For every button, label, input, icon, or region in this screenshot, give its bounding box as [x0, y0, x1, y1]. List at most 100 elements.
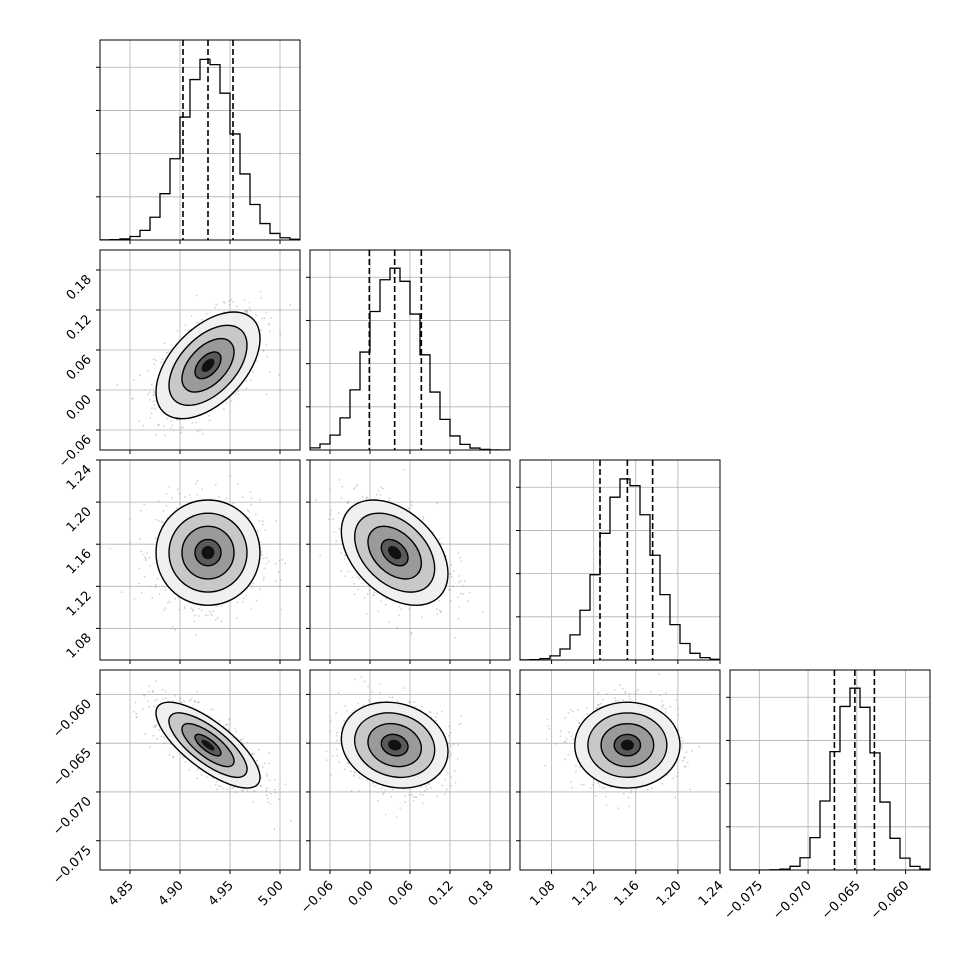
scatter-point	[266, 355, 269, 358]
scatter-point	[377, 799, 379, 802]
scatter-point	[156, 577, 159, 580]
scatter-point	[261, 766, 264, 768]
panel-2-2	[516, 459, 721, 664]
scatter-point	[452, 743, 455, 746]
scatter-point	[436, 712, 439, 715]
scatter-point	[163, 425, 165, 427]
scatter-point	[337, 692, 340, 694]
scatter-point	[261, 554, 264, 556]
panel-3-2: 1.08 1.12 1.16 1.20 1.24	[516, 669, 727, 909]
scatter-point	[547, 725, 550, 728]
scatter-point	[597, 704, 599, 706]
scatter-point	[617, 699, 620, 702]
scatter-point	[419, 786, 422, 788]
scatter-point	[457, 744, 460, 746]
scatter-point	[358, 577, 361, 580]
scatter-point	[221, 787, 224, 790]
scatter-point	[148, 690, 151, 693]
y-tick-label: −0.06	[56, 432, 95, 471]
scatter-point	[388, 499, 390, 502]
scatter-point	[146, 393, 149, 396]
scatter-point	[563, 741, 566, 743]
y-tick-label: −0.065	[50, 745, 95, 790]
scatter-point	[440, 542, 443, 545]
scatter-point	[148, 556, 151, 559]
scatter-point	[174, 695, 177, 697]
y-tick-label: 1.20	[64, 504, 95, 535]
scatter-point	[373, 785, 376, 787]
scatter-point	[481, 610, 484, 613]
scatter-point	[289, 304, 291, 306]
histogram-step	[310, 267, 510, 450]
scatter-point	[196, 493, 199, 496]
scatter-point	[259, 498, 261, 501]
contour-line	[353, 512, 436, 593]
scatter-point	[344, 575, 347, 577]
scatter-point	[381, 787, 384, 789]
scatter-point	[235, 730, 238, 733]
scatter-point	[258, 766, 260, 768]
scatter-point	[358, 776, 361, 779]
scatter-point	[249, 309, 252, 312]
scatter-point	[133, 379, 135, 381]
scatter-point	[459, 556, 462, 559]
scatter-point	[243, 597, 245, 600]
scatter-point	[229, 475, 232, 477]
scatter-point	[140, 550, 143, 553]
scatter-point	[243, 309, 246, 312]
scatter-point	[151, 407, 153, 409]
axes-frame	[99, 669, 301, 871]
scatter-point	[449, 572, 451, 575]
scatter-point	[152, 400, 155, 403]
scatter-point	[178, 492, 181, 495]
scatter-point	[462, 585, 465, 587]
scatter-point	[421, 802, 424, 805]
scatter-point	[605, 804, 608, 806]
scatter-point	[135, 713, 138, 715]
scatter-point	[346, 501, 349, 503]
scatter-point	[206, 776, 208, 779]
scatter-point	[591, 783, 594, 786]
scatter-point	[373, 591, 376, 594]
scatter-point	[160, 361, 163, 363]
scatter-point	[449, 589, 451, 591]
scatter-point	[191, 421, 194, 424]
scatter-point	[132, 710, 135, 713]
scatter-point	[252, 801, 255, 803]
scatter-point	[157, 519, 160, 522]
scatter-point	[240, 739, 242, 741]
scatter-point	[246, 790, 249, 792]
x-tick-label: 0.18	[466, 878, 497, 909]
scatter-point	[245, 594, 248, 597]
scatter-point	[211, 708, 214, 711]
scatter-point	[304, 465, 306, 467]
scatter-point	[458, 606, 461, 608]
scatter-point	[245, 310, 247, 313]
scatter-point	[168, 753, 171, 756]
scatter-point	[189, 698, 192, 701]
scatter-point	[144, 733, 147, 736]
scatter-point	[184, 761, 187, 763]
scatter-point	[661, 700, 664, 703]
scatter-point	[243, 299, 246, 301]
scatter-point	[438, 538, 441, 541]
scatter-point	[160, 520, 163, 523]
scatter-point	[353, 487, 355, 490]
scatter-point	[675, 699, 678, 701]
scatter-point	[329, 489, 331, 491]
scatter-point	[259, 785, 262, 787]
scatter-point	[622, 699, 624, 701]
scatter-point	[169, 427, 172, 430]
scatter-point	[436, 613, 439, 615]
scatter-point	[154, 408, 157, 410]
y-tick-label: 1.16	[64, 546, 95, 577]
scatter-point	[290, 820, 292, 822]
scatter-point	[154, 726, 157, 729]
scatter-point	[176, 329, 179, 332]
scatter-point	[195, 421, 198, 424]
scatter-point	[148, 453, 150, 455]
scatter-point	[621, 687, 624, 690]
scatter-point	[230, 298, 233, 301]
scatter-point	[209, 708, 212, 711]
scatter-point	[210, 612, 213, 615]
